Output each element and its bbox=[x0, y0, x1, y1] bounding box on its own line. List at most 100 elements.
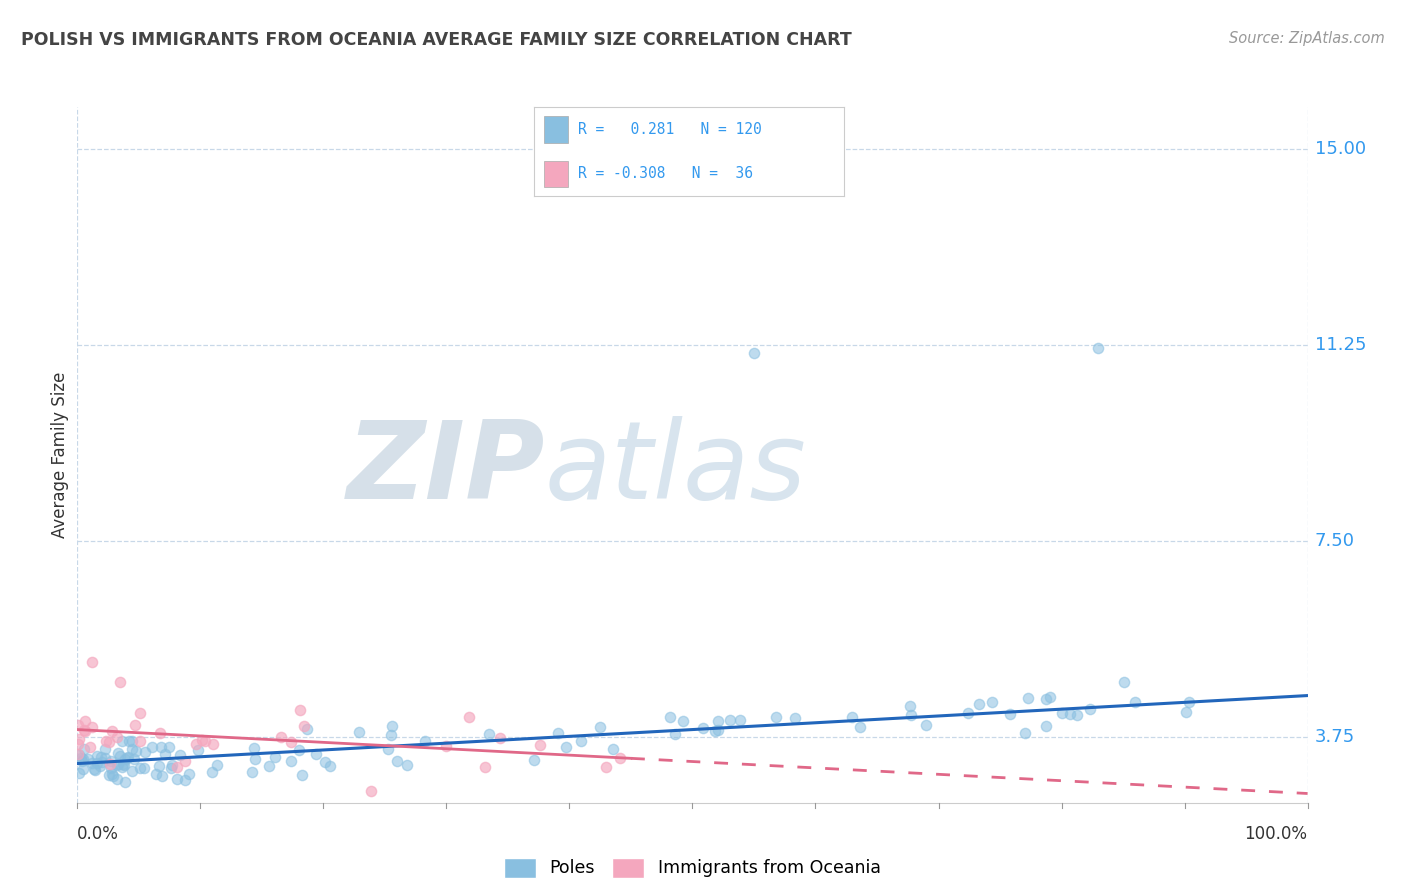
Point bbox=[1035, 692, 1057, 706]
Point bbox=[101, 723, 124, 738]
Point bbox=[157, 740, 180, 755]
Point bbox=[111, 734, 134, 748]
Point bbox=[287, 743, 309, 757]
Point bbox=[377, 741, 399, 756]
Point bbox=[94, 750, 117, 764]
Point bbox=[72, 752, 94, 766]
Point bbox=[73, 723, 96, 738]
Point bbox=[967, 698, 990, 712]
Point bbox=[900, 708, 922, 723]
Point bbox=[129, 761, 152, 775]
Point bbox=[86, 748, 108, 763]
Point bbox=[190, 732, 212, 747]
Point bbox=[105, 757, 128, 772]
Point bbox=[194, 734, 217, 748]
Point bbox=[160, 757, 183, 772]
Point bbox=[149, 725, 172, 739]
Point bbox=[280, 754, 302, 768]
Point bbox=[742, 346, 765, 360]
Point bbox=[981, 695, 1004, 709]
Text: 15.00: 15.00 bbox=[1315, 140, 1365, 158]
Point bbox=[413, 734, 436, 748]
Point bbox=[1066, 708, 1088, 723]
Point bbox=[288, 703, 311, 717]
Point bbox=[264, 750, 287, 764]
Point bbox=[100, 754, 122, 768]
Point bbox=[1000, 706, 1022, 721]
Text: R = -0.308   N =  36: R = -0.308 N = 36 bbox=[578, 167, 752, 181]
Point bbox=[101, 769, 124, 783]
Point bbox=[98, 767, 121, 781]
Point bbox=[280, 735, 302, 749]
Point bbox=[602, 742, 624, 756]
Point bbox=[589, 720, 612, 734]
Point bbox=[124, 718, 146, 732]
FancyBboxPatch shape bbox=[544, 116, 568, 143]
Point bbox=[83, 762, 105, 776]
Point bbox=[124, 751, 146, 765]
Point bbox=[121, 742, 143, 756]
Point bbox=[595, 760, 617, 774]
Point bbox=[569, 734, 592, 748]
Point bbox=[125, 744, 148, 758]
Point bbox=[257, 759, 280, 773]
Point bbox=[360, 783, 382, 797]
Point bbox=[84, 763, 107, 777]
Point bbox=[110, 675, 132, 690]
Point bbox=[82, 655, 104, 669]
Point bbox=[554, 740, 576, 755]
Point bbox=[141, 739, 163, 754]
Point bbox=[291, 768, 314, 782]
Point bbox=[77, 752, 100, 766]
Point bbox=[434, 739, 457, 753]
Point bbox=[177, 767, 200, 781]
Point bbox=[148, 759, 170, 773]
Point bbox=[108, 748, 131, 763]
Y-axis label: Average Family Size: Average Family Size bbox=[51, 372, 69, 538]
Point bbox=[134, 746, 156, 760]
Point bbox=[529, 739, 551, 753]
Point bbox=[107, 746, 129, 760]
Point bbox=[94, 734, 117, 748]
Point bbox=[201, 764, 224, 779]
Point bbox=[93, 742, 115, 756]
Point bbox=[305, 747, 328, 761]
Point bbox=[292, 719, 315, 733]
Point bbox=[1017, 690, 1039, 705]
Text: 3.75: 3.75 bbox=[1315, 729, 1355, 747]
Point bbox=[67, 766, 90, 780]
Point bbox=[664, 727, 686, 741]
Point bbox=[114, 775, 136, 789]
Point bbox=[295, 723, 318, 737]
Point bbox=[849, 720, 872, 734]
Point bbox=[166, 772, 188, 786]
Point bbox=[186, 743, 208, 757]
Point bbox=[609, 751, 631, 765]
Point bbox=[706, 723, 728, 737]
Point bbox=[1087, 341, 1109, 355]
Point bbox=[1039, 690, 1062, 705]
Point bbox=[672, 714, 695, 728]
Point bbox=[1059, 706, 1081, 721]
Point bbox=[100, 767, 122, 781]
Legend: Poles, Immigrants from Oceania: Poles, Immigrants from Oceania bbox=[498, 851, 887, 885]
Point bbox=[80, 756, 103, 770]
Point bbox=[117, 750, 139, 764]
Point bbox=[1035, 719, 1057, 733]
Point bbox=[72, 762, 94, 776]
Point bbox=[115, 751, 138, 765]
Point bbox=[79, 740, 101, 755]
Point bbox=[86, 756, 108, 771]
Point bbox=[89, 758, 111, 772]
Text: POLISH VS IMMIGRANTS FROM OCEANIA AVERAGE FAMILY SIZE CORRELATION CHART: POLISH VS IMMIGRANTS FROM OCEANIA AVERAG… bbox=[21, 31, 852, 49]
Text: ZIP: ZIP bbox=[346, 416, 546, 522]
Point bbox=[704, 724, 727, 739]
Point bbox=[728, 714, 751, 728]
Point bbox=[66, 737, 89, 751]
Point bbox=[150, 739, 173, 754]
Point bbox=[67, 747, 90, 762]
Point bbox=[145, 766, 167, 780]
Point bbox=[105, 772, 128, 787]
Point bbox=[841, 710, 863, 724]
Point bbox=[270, 730, 292, 744]
